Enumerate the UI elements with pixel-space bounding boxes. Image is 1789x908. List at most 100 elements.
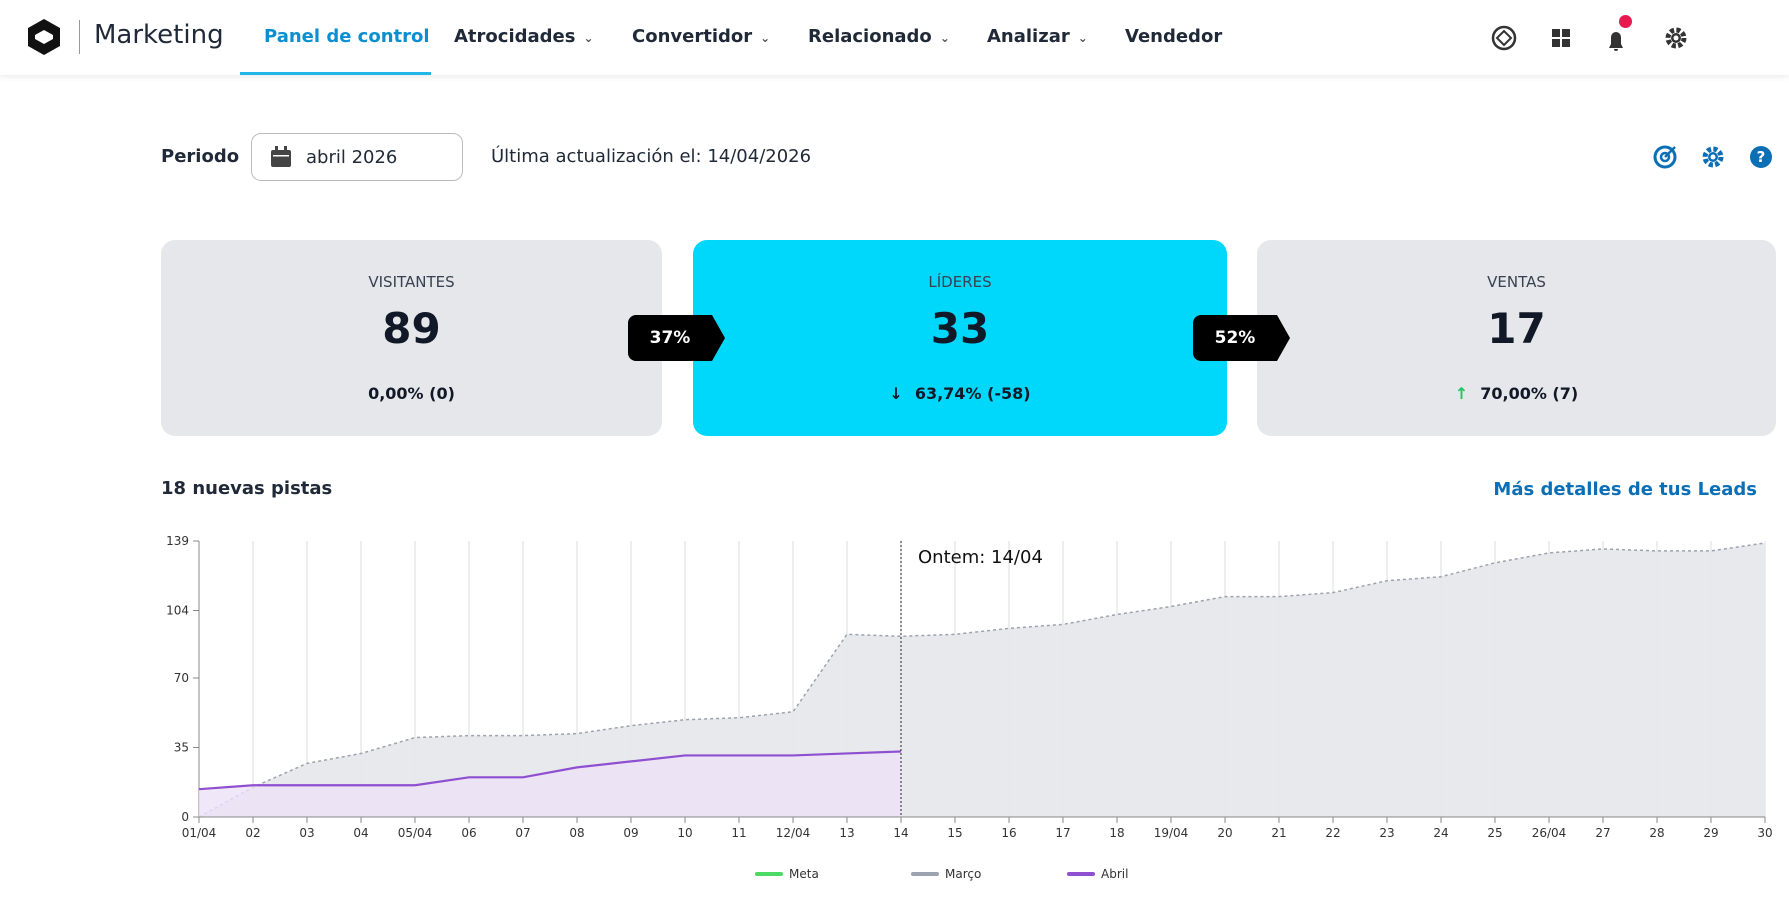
x-tick-label: 05/04 (398, 826, 433, 840)
x-tick-label: 29 (1703, 826, 1718, 840)
config-icon[interactable] (1702, 146, 1724, 168)
nav-label: Convertidor (632, 26, 753, 47)
x-tick-label: 01/04 (182, 826, 217, 840)
settings-icon[interactable] (1665, 27, 1687, 49)
kpi-card: VENTAS 17 ↑ 70,00% (7) (1257, 240, 1776, 436)
active-underline (240, 72, 431, 75)
legend-label: Meta (789, 867, 819, 881)
nav-menu[interactable]: Convertidor ⌄ (632, 26, 770, 47)
card-label: LÍDERES (928, 273, 992, 291)
card-change-row: ↓ 63,74% (-58) (693, 384, 1227, 403)
card-value: 33 (930, 304, 990, 353)
x-tick-label: 02 (245, 826, 260, 840)
nav-menu[interactable]: Atrocidades ⌄ (454, 26, 594, 47)
calendar-icon (271, 146, 291, 167)
x-tick-label: 24 (1433, 826, 1448, 840)
nav-icons (1491, 25, 1687, 51)
x-tick-label: 15 (947, 826, 962, 840)
x-tick-label: 20 (1217, 826, 1232, 840)
x-tick-label: 21 (1271, 826, 1286, 840)
nav-label: Atrocidades (454, 26, 576, 47)
y-tick-label: 70 (174, 671, 189, 685)
x-tick-label: 04 (353, 826, 368, 840)
card-value: 89 (382, 304, 441, 353)
up-arrow: ↑ (1454, 384, 1469, 403)
top-nav: Marketing Panel de control Atrocidades ⌄ … (0, 0, 1789, 75)
period-value: abril 2026 (306, 147, 398, 168)
legend-label: Abril (1101, 867, 1128, 881)
x-tick-label: 28 (1649, 826, 1664, 840)
x-tick-label: 30 (1757, 826, 1772, 840)
x-tick-label: 18 (1109, 826, 1124, 840)
x-tick-label: 26/04 (1532, 826, 1567, 840)
nav-menu[interactable]: Relacionado ⌄ (808, 26, 950, 47)
x-tick-label: 25 (1487, 826, 1502, 840)
caret: ⌄ (760, 31, 771, 45)
card-label: VISITANTES (368, 273, 455, 291)
series-line (198, 750, 902, 791)
divider (79, 20, 80, 54)
y-tick-label: 139 (166, 534, 189, 548)
card-change: 70,00% (7) (1480, 384, 1579, 403)
x-tick-label: 22 (1325, 826, 1340, 840)
kpi-card: VISITANTES 89 0,00% (0) (161, 240, 662, 436)
nav-label: Relacionado (808, 26, 932, 47)
y-tick-label: 0 (181, 810, 189, 824)
x-tick-label: 09 (623, 826, 638, 840)
x-tick-label: 07 (515, 826, 530, 840)
help-icon[interactable]: ? (1750, 146, 1772, 168)
x-tick-label: 13 (839, 826, 854, 840)
legend-label: Março (945, 867, 981, 881)
y-tick-label: 104 (166, 603, 189, 617)
nav-link[interactable]: Vendedor (1125, 26, 1223, 47)
x-tick-label: 10 (677, 826, 692, 840)
x-tick-label: 23 (1379, 826, 1394, 840)
bell-icon[interactable] (1609, 32, 1623, 51)
logo (28, 19, 60, 55)
chart: 0 35 70 104 139 01/04 02 03 04 05/04 06 07 08 09 10 11 1… (166, 534, 1773, 881)
conversion-badge: 37% (628, 315, 725, 361)
caret: ⌄ (1077, 31, 1088, 45)
x-tick-label: 27 (1595, 826, 1610, 840)
x-tick-label: 17 (1055, 826, 1070, 840)
last-update: Última actualización el: 14/04/2026 (491, 146, 812, 167)
nav-link[interactable]: Panel de control (264, 26, 430, 47)
caret: ⌄ (583, 31, 594, 45)
period-picker[interactable]: abril 2026 (251, 133, 463, 181)
card-label: VENTAS (1487, 273, 1546, 291)
x-tick-label: 03 (299, 826, 314, 840)
brand: Marketing (94, 20, 224, 50)
series-area (199, 751, 901, 817)
caret: ⌄ (939, 31, 950, 45)
card-change: 63,74% (-58) (914, 384, 1031, 403)
x-tick-label: 12/04 (776, 826, 811, 840)
conversion-badge: 52% (1193, 315, 1290, 361)
card-value: 17 (1487, 304, 1546, 353)
x-tick-label: 16 (1001, 826, 1016, 840)
toolbar-icons: ? (1653, 145, 1772, 169)
x-tick-label: 14 (893, 826, 908, 840)
period-label: Periodo (161, 146, 240, 167)
details-link[interactable]: Más detalles de tus Leads (1493, 479, 1757, 500)
apps-icon[interactable] (1491, 25, 1517, 51)
nav-label: Analizar (987, 26, 1070, 47)
section-title: 18 nuevas pistas (161, 478, 333, 499)
nav-menu[interactable]: Analizar ⌄ (987, 26, 1088, 47)
annotation-label: Ontem: 14/04 (918, 547, 1043, 568)
x-tick-label: 06 (461, 826, 476, 840)
series-line (198, 542, 1766, 818)
x-tick-label: 19/04 (1154, 826, 1189, 840)
x-tick-label: 11 (731, 826, 746, 840)
series-area (199, 542, 1765, 817)
goal-icon[interactable] (1653, 145, 1677, 169)
kpi-card: LÍDERES 33 ↓ 63,74% (-58) (693, 240, 1227, 436)
down-arrow: ↓ (889, 384, 903, 403)
x-tick-label: 08 (569, 826, 584, 840)
notification-dot (1619, 15, 1632, 28)
svg-text:?: ? (1757, 148, 1766, 166)
card-change: 0,00% (0) (368, 384, 455, 403)
y-tick-label: 35 (174, 741, 189, 755)
card-change-row: ↑ 70,00% (7) (1257, 384, 1776, 403)
grid-icon[interactable] (1552, 29, 1570, 47)
